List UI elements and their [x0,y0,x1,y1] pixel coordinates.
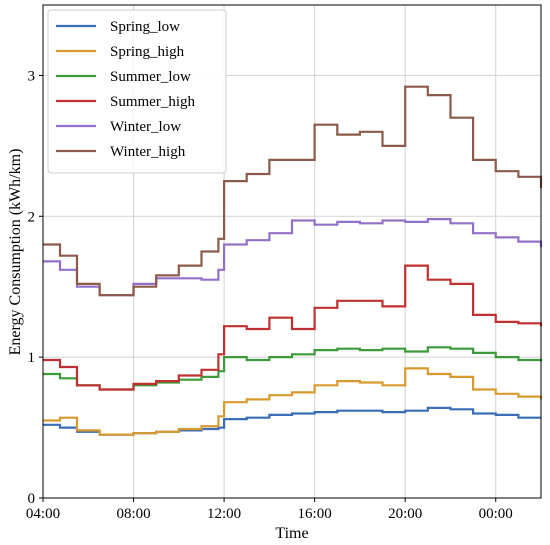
legend: Spring_low Spring_high Summer_low Summer_hi… [47,9,227,174]
legend-label: Winter_high [110,144,186,160]
x-tick-label: 08:00 [116,506,150,522]
series-line-winter-high [43,85,543,297]
legend-label: Winter_low [110,119,181,135]
y-tick-label: 0 [28,491,36,507]
series-line-summer-high [43,264,543,391]
x-tick-label: 20:00 [388,506,422,522]
legend-label: Spring_low [110,19,180,35]
plot-frame [42,4,542,499]
y-axis-label: Energy Consumption (kWh/km) [7,149,24,356]
x-tick-label: 16:00 [298,506,332,522]
x-tick-label: 12:00 [207,506,241,522]
series-lines [43,85,543,436]
legend-label: Summer_low [110,69,191,85]
x-tick-label: 00:00 [479,506,513,522]
legend-label: Spring_high [110,44,185,60]
y-tick-label: 1 [28,350,36,366]
series-line-spring-high [43,367,543,436]
axis-ticks: 04:00 08:00 12:00 16:00 20:00 00:00 0 1 2 3 [26,68,513,522]
x-axis-label: Time [275,525,308,542]
x-tick-label: 04:00 [26,506,60,522]
y-tick-label: 3 [28,68,36,84]
y-tick-label: 2 [28,209,36,225]
legend-label: Summer_high [110,94,195,110]
